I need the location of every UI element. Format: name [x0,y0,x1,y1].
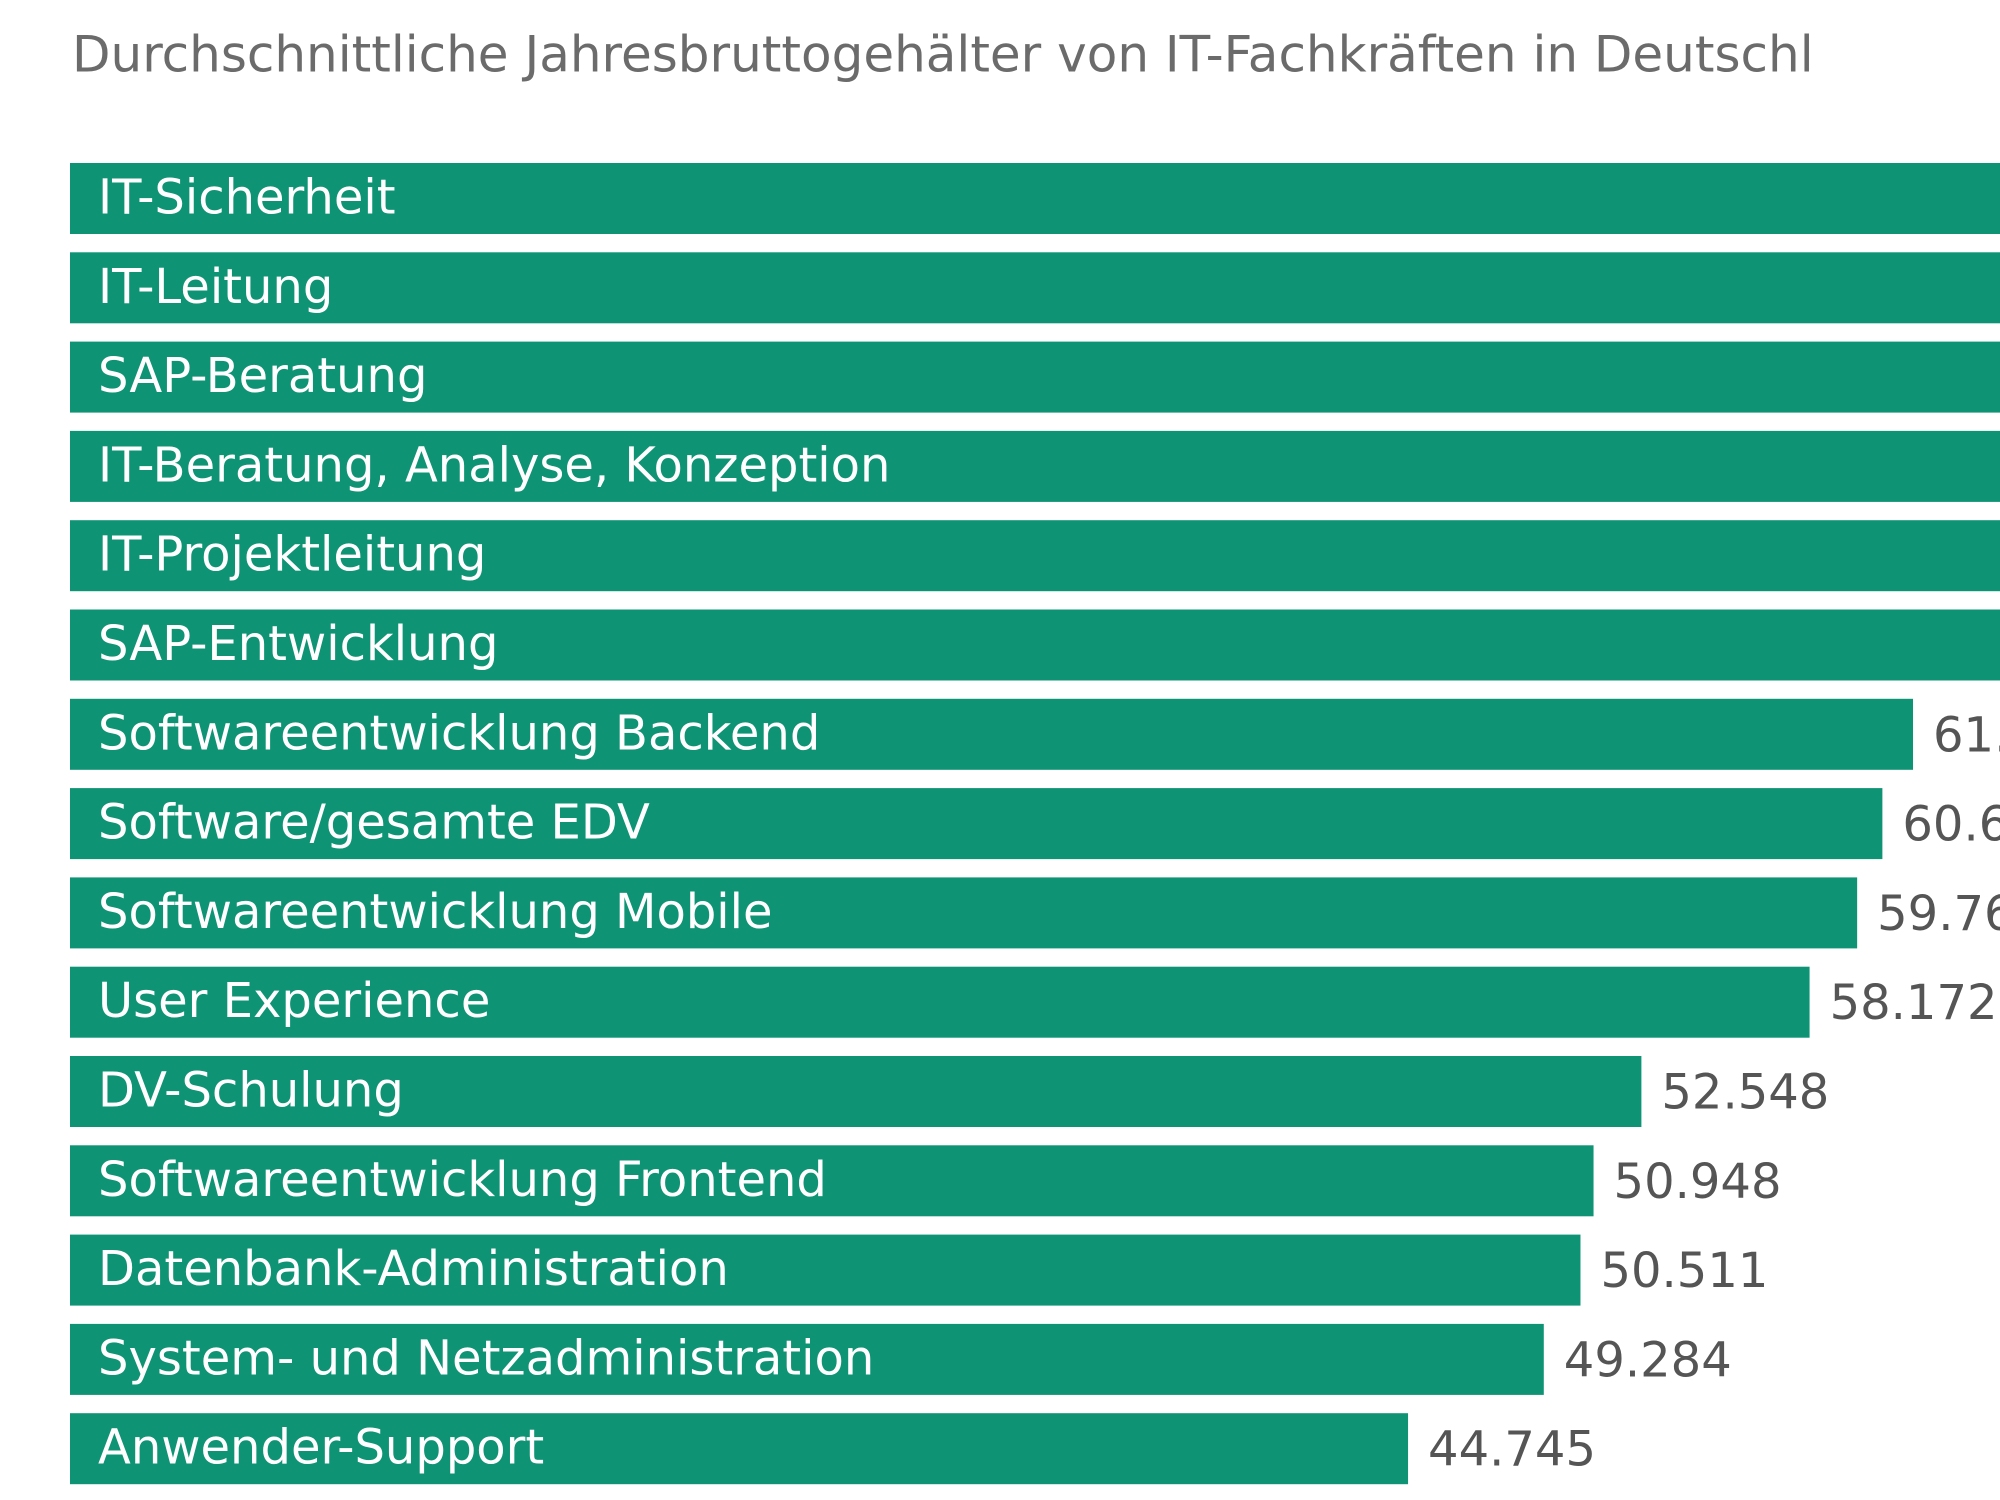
value-label: 60.607 [1902,797,2000,853]
category-label: IT-Beratung, Analyse, Konzeption [98,437,890,493]
bar [70,788,1883,860]
category-label: System- und Netzadministration [98,1330,874,1386]
value-label: 50.948 [1614,1154,1782,1210]
category-label: Softwareentwicklung Frontend [98,1152,827,1208]
bar [70,341,2000,413]
category-label: IT-Leitung [98,259,333,315]
category-label: Software/gesamte EDV [98,795,650,851]
category-label: IT-Projektleitung [98,527,486,583]
category-label: SAP-Beratung [98,348,427,404]
bar [70,966,1810,1038]
bar [70,1145,1594,1217]
value-label: 61.631 [1933,707,2000,763]
category-label: User Experience [98,973,490,1029]
value-label: 50.511 [1600,1243,1768,1299]
bar [70,252,2000,324]
category-label: IT-Sicherheit [98,170,396,226]
bar [70,520,2000,592]
value-label: 58.172 [1830,975,1998,1031]
bar [70,1413,1409,1485]
category-label: Datenbank-Administration [98,1241,729,1297]
category-label: Softwareentwicklung Backend [98,705,820,761]
chart-title: Durchschnittliche Jahresbruttogehälter v… [72,26,1814,84]
bar [70,430,2000,502]
category-label: Anwender-Support [98,1420,544,1476]
value-label: 52.548 [1661,1065,1829,1121]
category-label: SAP-Entwicklung [98,616,498,672]
value-label: 49.284 [1564,1332,1732,1388]
value-label: 59.763 [1877,886,2000,942]
bar [70,698,1914,770]
category-label: DV-Schulung [98,1063,404,1119]
bar [70,1056,1642,1127]
bar [70,163,2000,234]
bar [70,1234,1581,1306]
category-label: Softwareentwicklung Mobile [98,884,773,940]
value-label: 44.745 [1428,1422,1596,1478]
bar [70,1323,1544,1395]
bar [70,877,1858,949]
bar [70,609,2000,681]
